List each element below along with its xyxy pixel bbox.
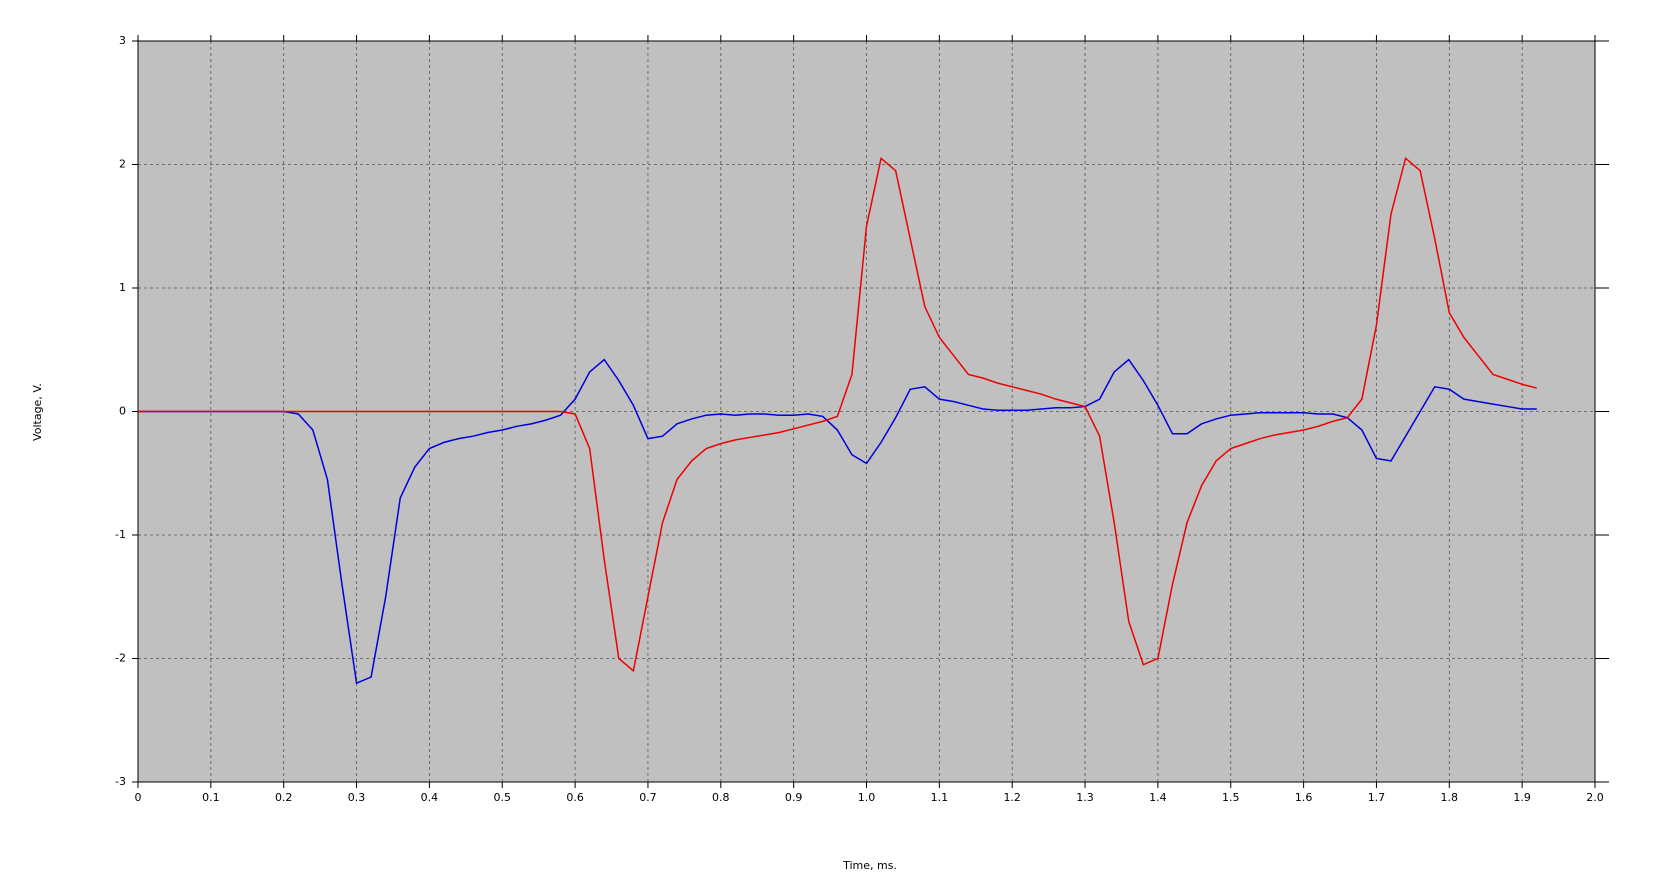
x-tick-label: 1.5 <box>1222 791 1240 804</box>
x-tick-label: 0.9 <box>785 791 803 804</box>
series-line <box>138 156 1537 673</box>
x-tick-label: 1.0 <box>858 791 876 804</box>
x-tick-label: 1.4 <box>1149 791 1167 804</box>
x-tick-label: 0.7 <box>639 791 657 804</box>
y-tick-label: -3 <box>115 775 126 788</box>
x-tick-label: 0.8 <box>712 791 730 804</box>
x-tick-label: 1.8 <box>1441 791 1459 804</box>
x-tick-label: 1.3 <box>1076 791 1094 804</box>
x-tick-label: 0 <box>135 791 142 804</box>
x-tick-label: 0.5 <box>494 791 512 804</box>
x-tick-label: 0.6 <box>566 791 584 804</box>
x-tick-label: 1.7 <box>1368 791 1386 804</box>
y-tick-label: -1 <box>115 528 126 541</box>
x-tick-label: 1.9 <box>1513 791 1531 804</box>
y-axis-label: Voltage, V. <box>31 383 44 441</box>
y-tick-label: 2 <box>119 158 126 171</box>
x-tick-label: 0.2 <box>275 791 293 804</box>
y-tick-label: 0 <box>119 405 126 418</box>
x-tick-label: 1.1 <box>931 791 949 804</box>
x-axis-label: Time, ms. <box>842 859 897 872</box>
x-tick-label: 0.4 <box>421 791 439 804</box>
x-tick-label: 1.2 <box>1003 791 1021 804</box>
y-tick-label: -2 <box>115 652 126 665</box>
x-tick-label: 1.6 <box>1295 791 1313 804</box>
x-tick-label: 0.3 <box>348 791 366 804</box>
x-tick-label: 2.0 <box>1586 791 1604 804</box>
y-tick-label: 1 <box>119 281 126 294</box>
x-tick-label: 0.1 <box>202 791 220 804</box>
series-line <box>138 358 1537 685</box>
y-tick-label: 3 <box>119 34 126 47</box>
